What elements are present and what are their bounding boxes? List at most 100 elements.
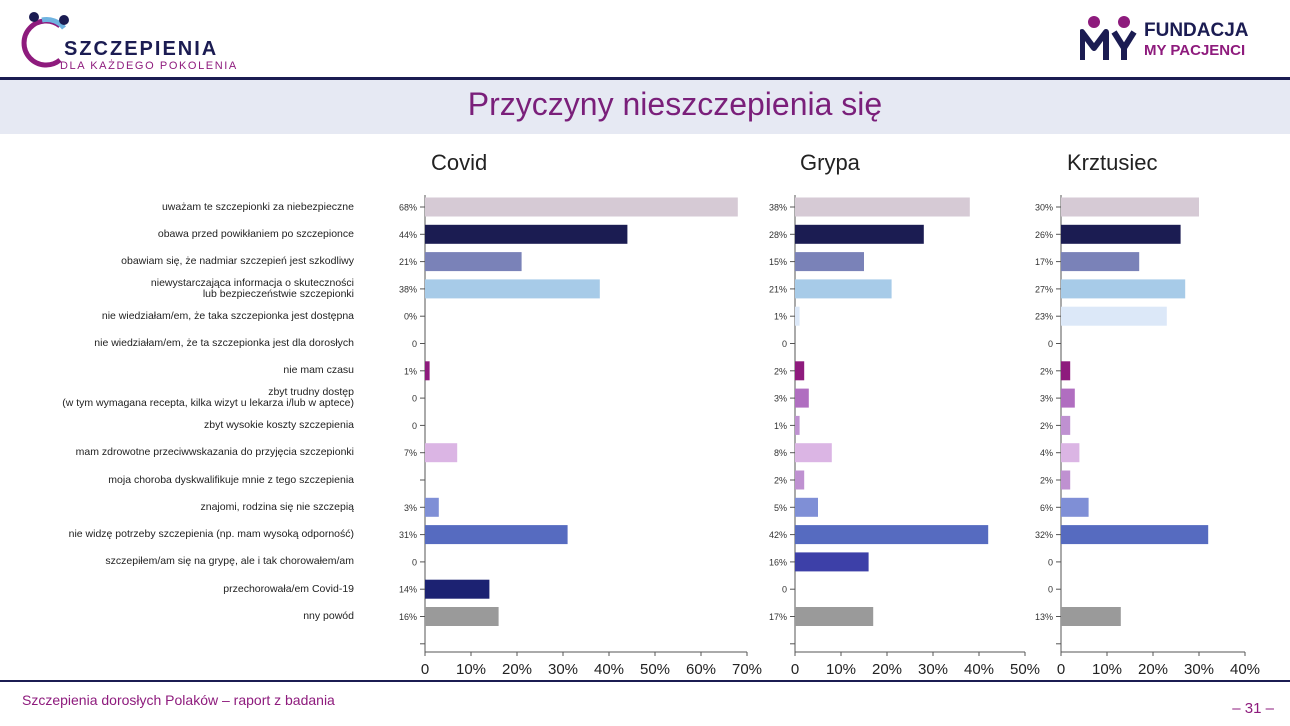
category-label-line: nny powód xyxy=(303,610,354,622)
x-tick-label: 30% xyxy=(548,661,578,678)
category-label-line: obawiam się, że nadmiar szczepień jest s… xyxy=(121,255,354,268)
x-tick-label: 40% xyxy=(594,661,624,678)
bar xyxy=(425,497,439,517)
bar xyxy=(795,361,805,381)
category-label-line: mam zdrowotne przeciwwskazania do przyję… xyxy=(75,446,354,459)
x-tick-label: 20% xyxy=(1138,661,1168,678)
bar xyxy=(425,361,430,381)
x-tick-label: 10% xyxy=(456,661,486,678)
bar xyxy=(1061,525,1209,545)
x-tick-label: 40% xyxy=(1230,661,1260,678)
category-label-line: szczepiłem/am się na grypę, ale i tak ch… xyxy=(105,555,354,568)
category-label: nie widzę potrzeby szczepienia (np. mam … xyxy=(69,529,354,540)
bar xyxy=(795,388,809,408)
value-label: 0 xyxy=(412,339,417,349)
footer-text: Szczepienia dorosłych Polaków – raport z… xyxy=(22,692,335,708)
bar xyxy=(795,279,892,299)
footer-divider xyxy=(0,680,1290,682)
value-label: 7% xyxy=(404,448,417,458)
bar xyxy=(795,552,869,572)
bar xyxy=(425,252,522,272)
category-label: niewystarczająca informacja o skutecznoś… xyxy=(150,276,354,300)
x-tick-label: 10% xyxy=(1092,661,1122,678)
logo-ring-icon xyxy=(21,12,69,68)
x-tick-label: 20% xyxy=(502,661,532,678)
category-label: nie mam czasu xyxy=(283,365,354,376)
category-label: mam zdrowotne przeciwwskazania do przyję… xyxy=(76,447,354,458)
value-label: 2% xyxy=(1040,366,1053,376)
bar xyxy=(425,525,568,545)
value-label: 27% xyxy=(1035,284,1053,294)
value-label: 26% xyxy=(1035,230,1053,240)
x-tick-label: 40% xyxy=(964,661,994,678)
value-label: 0 xyxy=(1048,339,1053,349)
value-label: 0 xyxy=(782,585,787,595)
title-band: Przyczyny nieszczepienia się xyxy=(0,80,1290,134)
bar xyxy=(1061,197,1199,217)
logo-brand-text: SZCZEPIENIA xyxy=(64,38,219,60)
logo-subtitle-text: DLA KAŻDEGO POKOLENIA xyxy=(60,60,238,72)
bar xyxy=(1061,497,1089,517)
bar xyxy=(1061,279,1186,299)
bar xyxy=(1061,470,1071,490)
value-label: 1% xyxy=(774,312,787,322)
my-pacjenci-logo: FUNDACJA MY PACJENCI xyxy=(1080,14,1270,66)
category-label-line: przechorowała/em Covid-19 xyxy=(223,582,354,595)
category-label: obawa przed powikłaniem po szczepionce xyxy=(158,228,354,240)
category-label-line: uważam te szczepionki za niebezpieczne xyxy=(161,200,354,213)
value-label: 2% xyxy=(1040,421,1053,431)
value-label: 2% xyxy=(774,366,787,376)
category-label-line: (w tym wymagana recepta, kilka wizyt u l… xyxy=(62,397,354,410)
page-title: Przyczyny nieszczepienia się xyxy=(467,86,883,122)
x-tick-label: 60% xyxy=(686,661,716,678)
category-label: przechorowała/em Covid-19 xyxy=(223,582,354,595)
value-label: 38% xyxy=(399,284,417,294)
category-label-line: nie mam czasu xyxy=(283,364,354,377)
value-label: 5% xyxy=(774,503,787,513)
bar xyxy=(795,607,874,626)
category-label: nny powód xyxy=(303,611,354,622)
value-label: 3% xyxy=(1040,394,1053,404)
category-label-line: zbyt wysokie koszty szczepienia xyxy=(204,418,354,431)
value-label: 42% xyxy=(769,530,787,540)
value-label: 17% xyxy=(1035,257,1053,267)
value-label: 0 xyxy=(1048,585,1053,595)
x-tick-label: 70% xyxy=(732,661,762,678)
bar xyxy=(425,279,600,299)
category-label: zbyt wysokie koszty szczepienia xyxy=(204,418,354,431)
value-label: 32% xyxy=(1035,530,1053,540)
bar xyxy=(1061,306,1167,326)
bar xyxy=(425,579,490,599)
value-label: 31% xyxy=(399,530,417,540)
value-label: 4% xyxy=(1040,448,1053,458)
value-label: 0 xyxy=(412,394,417,404)
bar xyxy=(1061,388,1075,408)
value-label: 6% xyxy=(1040,503,1053,513)
value-label: 0 xyxy=(412,557,417,567)
category-label-line: niewystarczająca informacja o skutecznoś… xyxy=(150,276,354,289)
value-label: 68% xyxy=(399,203,417,213)
header-divider xyxy=(0,77,1290,80)
x-tick-label: 10% xyxy=(826,661,856,678)
value-label: 44% xyxy=(399,230,417,240)
x-tick-label: 50% xyxy=(640,661,670,678)
value-label: 0 xyxy=(412,421,417,431)
value-label: 2% xyxy=(1040,476,1053,486)
value-label: 17% xyxy=(769,612,787,622)
value-label: 15% xyxy=(769,257,787,267)
category-label: uważam te szczepionki za niebezpieczne xyxy=(161,200,354,213)
value-label: 1% xyxy=(404,366,417,376)
bar xyxy=(795,306,800,326)
x-tick-label: 50% xyxy=(1010,661,1040,678)
bar xyxy=(1061,252,1140,272)
bar xyxy=(1061,607,1121,626)
category-label-line: zbyt trudny dostęp xyxy=(268,386,354,399)
page-number: – 31 – xyxy=(1232,700,1274,717)
value-label: 28% xyxy=(769,230,787,240)
bar xyxy=(425,443,458,463)
bar xyxy=(795,252,864,272)
x-tick-label: 30% xyxy=(1184,661,1214,678)
bar xyxy=(1061,443,1080,463)
bar xyxy=(1061,415,1071,435)
